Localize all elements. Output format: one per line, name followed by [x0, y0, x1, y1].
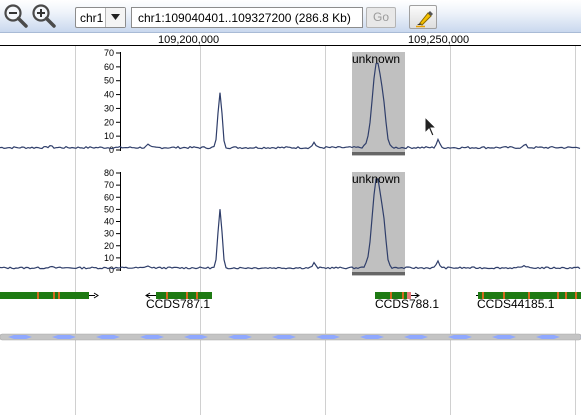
- zoom-out-button[interactable]: [2, 2, 30, 30]
- assembly-segment: [404, 335, 428, 339]
- chromosome-value: chr1: [80, 11, 104, 25]
- navigation-toolbar: chr1 Go: [0, 0, 581, 33]
- y-tick-label: 70: [104, 48, 114, 58]
- y-tick-label: 0: [109, 145, 114, 155]
- y-tick-label: 20: [104, 241, 114, 251]
- assembly-segment: [228, 335, 252, 339]
- y-tick-label: 10: [104, 253, 114, 263]
- y-tick-label: 30: [104, 103, 114, 113]
- assembly-segment: [536, 335, 560, 339]
- assembly-segment: [360, 335, 384, 339]
- gene-label: CCDS788.1: [375, 297, 439, 311]
- gene-feature[interactable]: CCDS44185.1: [476, 292, 581, 311]
- peak-label: unknown: [352, 52, 400, 66]
- assembly-track[interactable]: [0, 332, 581, 342]
- y-tick-label: 60: [104, 192, 114, 202]
- coordinate-ruler: 109,200,000 109,250,000: [0, 33, 581, 46]
- highlight-region[interactable]: [352, 52, 405, 156]
- y-tick-label: 60: [104, 62, 114, 72]
- y-tick-label: 0: [109, 265, 114, 275]
- assembly-segment: [448, 335, 472, 339]
- y-tick-label: 70: [104, 180, 114, 190]
- assembly-segment: [96, 335, 120, 339]
- highlight-region[interactable]: [352, 172, 405, 276]
- y-axis: 80 70 60 50 40 30 20 10 0: [104, 168, 121, 275]
- highlight-region-base: [352, 272, 405, 275]
- mouse-cursor-icon: [424, 116, 438, 137]
- signal-line: [0, 178, 581, 270]
- gene-feature[interactable]: CCDS787.1: [145, 292, 212, 311]
- assembly-segment: [272, 335, 296, 339]
- ruler-tick-label: 109,250,000: [408, 34, 470, 46]
- signal-line: [0, 62, 581, 150]
- assembly-segment: [492, 335, 516, 339]
- ruler-baseline: [0, 45, 581, 46]
- peak-label: unknown: [352, 172, 400, 186]
- y-tick-label: 40: [104, 217, 114, 227]
- signal-track-1[interactable]: 70 60 50 40 30 20 10 0 unknown: [0, 46, 581, 163]
- gene-track[interactable]: CCDS787.1 CCDS788.1 CCDS44185.1: [0, 286, 581, 316]
- signal-track-2[interactable]: 80 70 60 50 40 30 20 10 0 unknown: [0, 166, 581, 283]
- assembly-segment: [52, 335, 76, 339]
- ruler-tick-label: 109,200,000: [158, 34, 220, 46]
- gene-label: CCDS787.1: [146, 297, 210, 311]
- y-tick-label: 10: [104, 131, 114, 141]
- gene-label: CCDS44185.1: [477, 297, 555, 311]
- chromosome-select[interactable]: chr1: [75, 7, 126, 28]
- y-tick-label: 20: [104, 117, 114, 127]
- assembly-segment: [8, 335, 32, 339]
- highlight-region-base: [352, 152, 405, 155]
- locus-input[interactable]: [131, 7, 363, 28]
- y-tick-label: 50: [104, 204, 114, 214]
- y-tick-label: 30: [104, 229, 114, 239]
- zoom-in-icon: [30, 2, 58, 30]
- y-tick-label: 40: [104, 90, 114, 100]
- assembly-segment: [316, 335, 340, 339]
- y-tick-label: 50: [104, 76, 114, 86]
- y-tick-label: 80: [104, 168, 114, 178]
- highlight-button[interactable]: [409, 5, 437, 29]
- go-button[interactable]: Go: [366, 7, 396, 28]
- zoom-in-button[interactable]: [30, 2, 58, 30]
- chevron-down-icon[interactable]: [105, 8, 125, 27]
- zoom-out-icon: [2, 2, 30, 30]
- y-axis: 70 60 50 40 30 20 10 0: [104, 48, 121, 155]
- assembly-segment: [184, 335, 208, 339]
- gene-feature[interactable]: CCDS788.1: [375, 292, 439, 311]
- assembly-segment: [140, 335, 164, 339]
- gene-feature[interactable]: [0, 292, 99, 299]
